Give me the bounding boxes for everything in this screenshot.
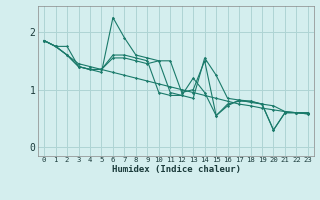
X-axis label: Humidex (Indice chaleur): Humidex (Indice chaleur) bbox=[111, 165, 241, 174]
